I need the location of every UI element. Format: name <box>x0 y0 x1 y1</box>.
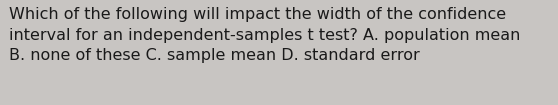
Text: Which of the following will impact the width of the confidence
interval for an i: Which of the following will impact the w… <box>9 7 520 63</box>
